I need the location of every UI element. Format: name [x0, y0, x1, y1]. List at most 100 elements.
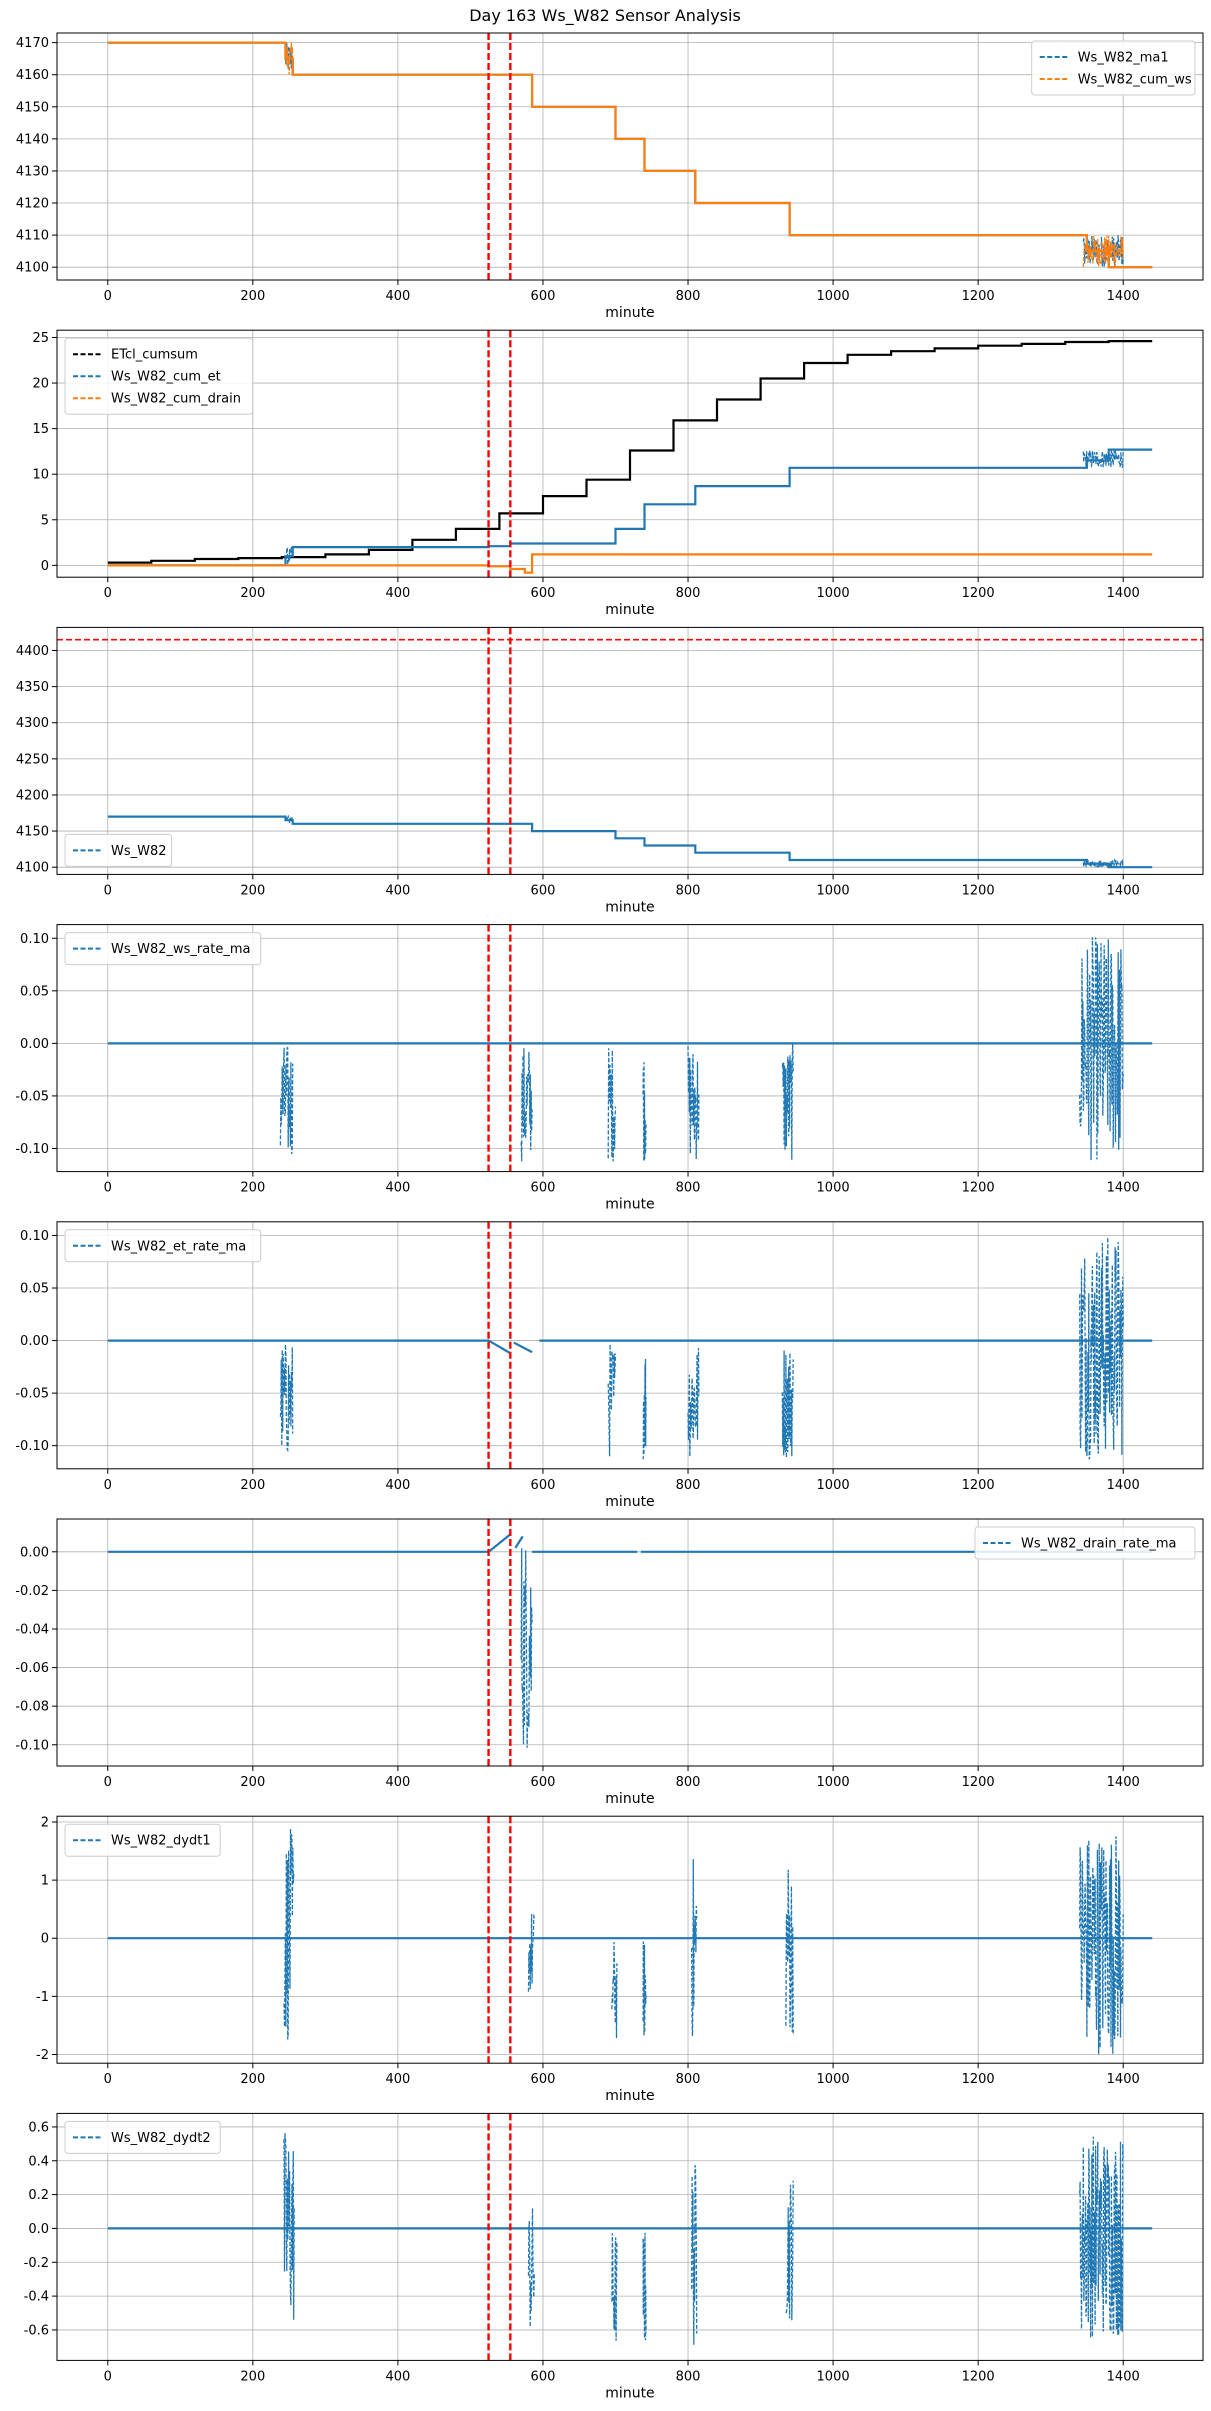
legend-box — [1031, 40, 1196, 96]
y-tick-label: 0.6 — [28, 2120, 49, 2135]
x-axis-label: minute — [605, 305, 654, 321]
x-axis-label: minute — [605, 1197, 654, 1213]
x-tick-label: 400 — [385, 586, 410, 601]
y-tick-label: 0.00 — [20, 1037, 49, 1052]
x-tick-label: 0 — [104, 2072, 112, 2087]
x-tick-label: 1200 — [962, 1478, 995, 1493]
plot-area — [107, 924, 1153, 1172]
x-tick-label: 0 — [104, 289, 112, 304]
figure-title: Day 163 Ws_W82 Sensor Analysis — [469, 6, 741, 26]
y-tick-label: -0.10 — [15, 1738, 49, 1753]
axes-frame — [56, 1221, 1204, 1470]
y-tick-label: 4140 — [16, 132, 49, 147]
x-axis-label: minute — [605, 2385, 654, 2401]
series-line — [107, 41, 1153, 269]
legend: Ws_W82_et_rate_ma — [64, 1229, 262, 1263]
x-tick-label: 600 — [531, 1478, 556, 1493]
x-tick-label: 200 — [240, 1478, 265, 1493]
x-tick-label: 200 — [240, 289, 265, 304]
legend-label: ETcl_cumsum — [111, 348, 198, 363]
series-burst — [279, 1046, 294, 1155]
x-tick-label: 800 — [676, 1478, 701, 1493]
y-tick-label: 4250 — [16, 752, 49, 767]
legend-box — [974, 1526, 1196, 1560]
series-line — [513, 1341, 533, 1354]
legend-label: Ws_W82 — [111, 844, 167, 859]
x-tick-label: 200 — [240, 2072, 265, 2087]
x-tick-label: 600 — [531, 1181, 556, 1196]
legend-box — [64, 2120, 221, 2154]
axes-frame — [56, 2112, 1204, 2361]
y-tick-label: -0.05 — [15, 1089, 49, 1104]
subplots: 0 200 400 600 800 1000 1200 1400minute410041104… — [15, 32, 1204, 2401]
y-tick-label: 4150 — [16, 100, 49, 115]
series-burst — [1079, 1237, 1124, 1460]
legend-box — [64, 833, 173, 867]
x-tick-label: 600 — [531, 289, 556, 304]
y-tick-label: 20 — [32, 377, 49, 392]
x-tick-label: 1000 — [817, 289, 850, 304]
series-Ws_W82_ws_rate_ma — [107, 937, 1153, 1162]
y-tick-label: 15 — [32, 422, 49, 437]
x-tick-label: 800 — [676, 2072, 701, 2087]
series-burst — [1082, 858, 1124, 870]
legend-label: Ws_W82_cum_et — [111, 370, 221, 385]
x-tick-label: 1000 — [817, 1181, 850, 1196]
x-tick-label: 1400 — [1107, 2369, 1140, 2384]
y-tick-label: 0.05 — [20, 1282, 49, 1297]
y-tick-label: -2 — [36, 2048, 49, 2063]
y-tick-label: 0 — [41, 1932, 49, 1947]
x-tick-label: 800 — [676, 586, 701, 601]
series-burst — [607, 1344, 617, 1457]
y-tick-label: 0.4 — [28, 2154, 49, 2169]
axes-frame — [56, 32, 1204, 281]
y-tick-label: 25 — [32, 331, 49, 346]
x-tick-label: 0 — [104, 1775, 112, 1790]
y-tick-label: -1 — [36, 1990, 49, 2005]
y-tick-label: 1 — [41, 1874, 49, 1889]
series-burst — [284, 42, 294, 75]
x-tick-label: 200 — [240, 883, 265, 898]
series-burst — [691, 1859, 698, 2037]
x-tick-label: 1200 — [962, 883, 995, 898]
x-tick-label: 1200 — [962, 1775, 995, 1790]
y-tick-label: -0.6 — [24, 2323, 49, 2338]
x-tick-label: 0 — [104, 1181, 112, 1196]
subplot-5: 0 200 400 600 800 1000 1200 1400 minute -0.10 -0.0… — [15, 1221, 1204, 1510]
series-line — [107, 815, 1153, 869]
x-tick-label: 1400 — [1107, 883, 1140, 898]
series-line — [107, 41, 1153, 269]
x-tick-label: 400 — [385, 1181, 410, 1196]
x-tick-label: 600 — [531, 586, 556, 601]
x-tick-label: 1400 — [1107, 1181, 1140, 1196]
legend-box — [64, 1823, 221, 1857]
series-burst — [1079, 2136, 1124, 2338]
legend: ETcl_cumsum Ws_W82_cum_et Ws_W82_cum_drain — [64, 337, 254, 415]
plot-area — [107, 33, 1153, 280]
legend-label: Ws_W82_ws_rate_ma — [111, 942, 250, 957]
x-tick-label: 200 — [240, 586, 265, 601]
x-tick-label: 1200 — [962, 1181, 995, 1196]
x-tick-label: 400 — [385, 2072, 410, 2087]
series-burst — [1082, 449, 1124, 469]
series-burst — [785, 2180, 794, 2321]
series-burst — [284, 42, 294, 70]
y-tick-label: 4110 — [16, 229, 49, 244]
series-ETcl_cumsum — [107, 340, 1153, 564]
y-tick-label: 0.00 — [20, 1545, 49, 1560]
series-burst — [781, 1350, 794, 1458]
x-tick-label: 400 — [385, 1775, 410, 1790]
y-tick-label: 4150 — [16, 825, 49, 840]
y-tick-label: 4400 — [16, 644, 49, 659]
y-tick-label: 0.10 — [20, 932, 49, 947]
x-tick-label: 1400 — [1107, 586, 1140, 601]
y-tick-label: -0.10 — [15, 1439, 49, 1454]
series-burst — [611, 1941, 618, 2039]
y-tick-label: 4170 — [16, 36, 49, 51]
x-tick-label: 1000 — [817, 2369, 850, 2384]
x-tick-label: 1400 — [1107, 1478, 1140, 1493]
legend-label: Ws_W82_cum_ws — [1078, 73, 1192, 88]
axes-frame — [56, 1815, 1204, 2064]
series-burst — [781, 1043, 794, 1160]
